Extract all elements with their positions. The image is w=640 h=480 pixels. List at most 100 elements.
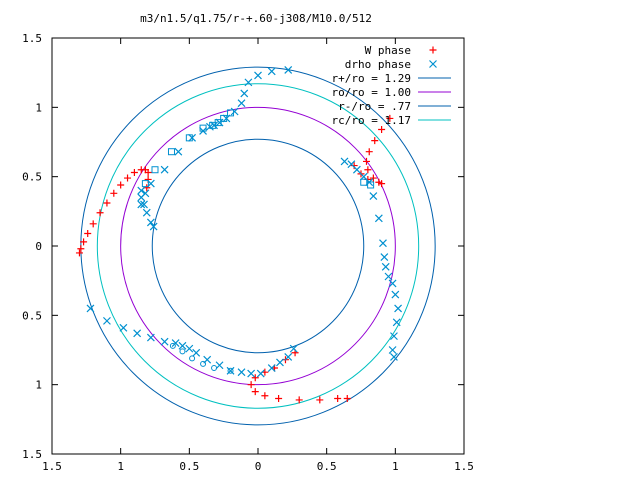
reference-circle-2 [151, 138, 365, 354]
data-point [117, 181, 125, 189]
data-point [119, 323, 128, 332]
legend-marker [429, 60, 437, 68]
data-series [75, 65, 403, 404]
data-point [380, 253, 389, 262]
data-point [247, 381, 255, 389]
data-point [284, 353, 293, 361]
data-point [160, 337, 169, 346]
data-point [374, 214, 383, 223]
x-tick-label: 1 [117, 460, 124, 473]
x-tick-label: 0.5 [317, 460, 337, 473]
data-point [289, 344, 298, 353]
data-point [391, 290, 400, 299]
data-point [394, 304, 403, 313]
data-point [365, 148, 373, 156]
legend-label: drho phase [345, 58, 411, 71]
data-point [267, 364, 276, 372]
data-point [334, 395, 342, 403]
legend-label: rc/ro = 1.17 [332, 114, 411, 127]
data-point [89, 220, 97, 228]
data-point [244, 78, 253, 87]
data-point [142, 208, 151, 217]
data-point [160, 165, 169, 174]
data-point [360, 178, 368, 186]
legend-label: r+/ro = 1.29 [332, 72, 411, 85]
data-point [179, 348, 186, 355]
data-point [215, 361, 224, 370]
x-tick-label: 1.5 [454, 460, 474, 473]
data-point [254, 71, 262, 80]
data-point [371, 137, 379, 145]
x-tick-label: 1.5 [42, 460, 62, 473]
legend-marker [429, 46, 437, 54]
data-point [80, 238, 88, 246]
data-point [379, 239, 387, 248]
data-point [220, 114, 228, 122]
data-point [174, 147, 183, 156]
axis-ticks: 1.5 1 0.5 0 0.5 1 1.51.510.500.511.5 [22, 32, 474, 473]
data-point [384, 272, 393, 281]
data-point [77, 245, 85, 253]
y-tick-label: 1.5 [22, 32, 42, 45]
data-point [199, 124, 207, 132]
data-point [316, 396, 324, 404]
legend-label: W phase [365, 44, 411, 57]
data-point [130, 169, 138, 177]
data-point [215, 118, 224, 127]
data-point [381, 262, 390, 271]
data-point [137, 186, 146, 195]
data-point [230, 107, 239, 116]
data-point [352, 165, 361, 174]
data-point [167, 148, 175, 156]
data-point [390, 353, 398, 361]
data-point [275, 395, 283, 403]
data-point [251, 374, 259, 382]
data-point [284, 65, 293, 74]
series-3 [169, 342, 234, 374]
data-point [96, 209, 104, 217]
data-point [350, 162, 358, 170]
data-point [169, 342, 176, 349]
data-point [362, 157, 370, 165]
data-point [367, 181, 375, 189]
reference-circle-3 [96, 83, 420, 409]
data-point [388, 346, 397, 354]
data-point [378, 126, 386, 134]
reference-circles [80, 66, 436, 426]
data-point [237, 368, 246, 377]
data-point [185, 344, 194, 353]
data-point [378, 180, 386, 188]
data-point [75, 249, 83, 257]
data-point [140, 200, 148, 209]
data-point [200, 360, 207, 367]
legend-label: ro/ro = 1.00 [332, 86, 411, 99]
data-point [392, 318, 401, 327]
data-point [86, 304, 95, 313]
data-point [110, 189, 118, 197]
data-point [141, 180, 149, 188]
data-point [256, 369, 265, 378]
series-0 [75, 114, 394, 404]
data-point [185, 134, 193, 142]
y-tick-label: 1 [35, 101, 42, 114]
y-tick-label: 1 [35, 379, 42, 392]
data-point [214, 119, 222, 127]
y-tick-label: 0.5 [22, 171, 42, 184]
data-point [388, 279, 397, 288]
data-point [247, 369, 256, 378]
data-point [369, 192, 378, 201]
data-point [137, 193, 146, 202]
x-tick-label: 1 [392, 460, 399, 473]
data-point [178, 341, 187, 350]
data-point [146, 333, 155, 342]
series-1 [86, 65, 403, 378]
data-point [276, 358, 284, 367]
data-point [227, 367, 234, 374]
data-point [103, 316, 111, 325]
data-point [267, 67, 276, 76]
data-point [369, 174, 377, 182]
data-point [386, 114, 394, 122]
data-point [240, 89, 249, 98]
data-point [144, 169, 152, 177]
